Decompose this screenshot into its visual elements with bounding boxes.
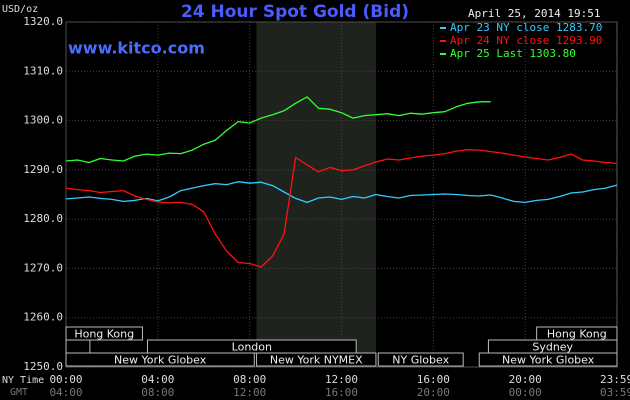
series-line — [65, 96, 491, 164]
gmt-tick-label: 16:00 — [325, 386, 358, 399]
session-box — [65, 352, 255, 367]
watermark: www.kitco.com — [68, 39, 205, 58]
y-tick-label: 1280.0 — [23, 212, 63, 225]
y-tick-label: 1260.0 — [23, 311, 63, 324]
session-box — [65, 326, 143, 341]
gmt-tick-label: 20:00 — [417, 386, 450, 399]
y-tick-label: 1320.0 — [23, 15, 63, 28]
session-label: Hong Kong — [547, 328, 607, 341]
session-box — [377, 352, 464, 367]
session-label: NY Globex — [392, 354, 449, 367]
x-tick-label: 00:00 — [49, 373, 82, 386]
chart-title: 24 Hour Spot Gold (Bid) — [181, 2, 409, 22]
x-tick-label: 23:59 — [600, 373, 630, 386]
gmt-tick-label: 08:00 — [141, 386, 174, 399]
series-line — [65, 181, 618, 204]
legend-entry: Apr 23 NY close 1283.70 — [450, 21, 602, 34]
gmt-row-label: GMT — [10, 387, 28, 398]
session-label: Sydney — [532, 341, 573, 354]
y-tick-label: 1270.0 — [23, 261, 63, 274]
x-tick-label: 16:00 — [417, 373, 450, 386]
y-tick-label: 1300.0 — [23, 114, 63, 127]
x-tick-label: 04:00 — [141, 373, 174, 386]
session-box — [65, 339, 91, 354]
gmt-tick-label: 04:00 — [49, 386, 82, 399]
legend-entry: Apr 24 NY close 1293.90 — [450, 34, 602, 47]
x-tick-label: 08:00 — [233, 373, 266, 386]
session-label: Hong Kong — [74, 328, 134, 341]
session-label: London — [232, 341, 272, 354]
timestamp: April 25, 2014 19:51 — [468, 7, 600, 20]
y-unit-label: USD/oz — [2, 4, 38, 15]
session-highlight — [256, 22, 376, 367]
gmt-tick-label: 00:00 — [509, 386, 542, 399]
gmt-tick-label: 12:00 — [233, 386, 266, 399]
y-tick-label: 1290.0 — [23, 163, 63, 176]
y-tick-label: 1250.0 — [23, 360, 63, 373]
x-tick-label: 12:00 — [325, 373, 358, 386]
session-label: New York NYMEX — [270, 354, 363, 367]
session-box — [256, 352, 377, 367]
x-tick-label: 20:00 — [509, 373, 542, 386]
gmt-tick-label: 03:59 — [600, 386, 630, 399]
session-box — [478, 352, 618, 367]
legend-entry: Apr 25 Last 1303.80 — [450, 47, 576, 60]
session-label: New York Globex — [502, 354, 595, 367]
x-row-label: NY Time — [2, 375, 44, 386]
y-tick-label: 1310.0 — [23, 64, 63, 77]
session-label: New York Globex — [114, 354, 207, 367]
series-line — [65, 149, 618, 268]
